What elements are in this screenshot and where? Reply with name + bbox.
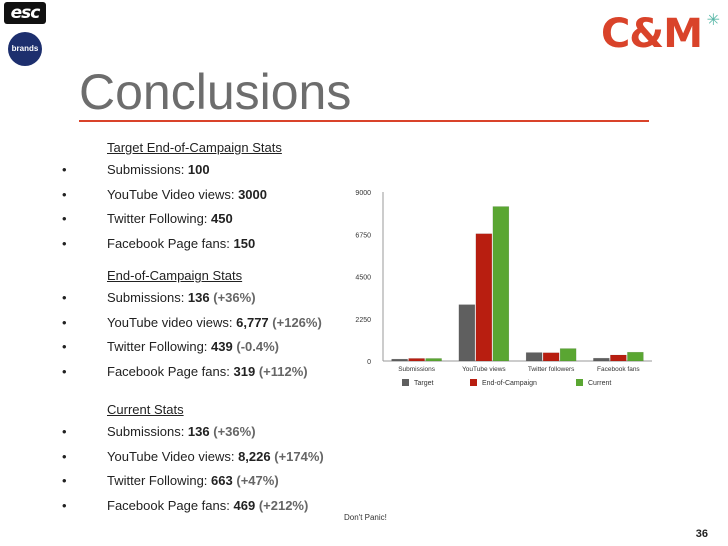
stat-item: • YouTube video views: 6,777 (+126%) (62, 315, 322, 330)
y-tick-label: 4500 (355, 275, 371, 282)
y-tick-label: 6750 (355, 232, 371, 239)
section-heading: Target End-of-Campaign Stats (107, 140, 282, 155)
x-tick-label: Facebook fans (597, 366, 640, 373)
stat-change: (+36%) (213, 424, 256, 439)
stat-label: Facebook Page fans: (107, 363, 234, 379)
stat-item: • Facebook Page fans: 319 (+112%) (62, 364, 308, 379)
esc-logo: esc (4, 2, 46, 24)
stat-item: • Submissions: 136 (+36%) (62, 424, 256, 439)
stat-label: Submissions: (107, 290, 188, 305)
stat-label: YouTube Video views: (107, 448, 239, 464)
bullet-icon: • (62, 448, 67, 464)
stat-label: Submissions: (107, 162, 188, 177)
stat-change: (+174%) (274, 448, 324, 464)
bar (542, 352, 560, 362)
stat-label: YouTube video views: (107, 314, 237, 330)
bullet-icon: • (62, 290, 67, 305)
bullet-icon: • (62, 497, 67, 513)
page-number: 36 (695, 528, 708, 540)
x-tick-label: Submissions (398, 366, 436, 373)
stat-value: 3000 (238, 186, 267, 202)
stat-item: • Twitter Following: 663 (+47%) (62, 473, 279, 488)
legend-swatch (576, 379, 583, 386)
bar (458, 304, 476, 362)
stat-item: • Submissions: 100 (62, 162, 210, 177)
bar (391, 358, 408, 362)
stat-value: 8,226 (238, 448, 271, 464)
bar (425, 358, 442, 362)
stat-change: (+47%) (236, 473, 279, 488)
stat-item: • Submissions: 136 (+36%) (62, 290, 256, 305)
bar (610, 354, 627, 362)
stat-label: Twitter Following: (107, 211, 212, 226)
x-tick-label: YouTube views (462, 366, 506, 373)
y-tick-label: 2250 (355, 317, 371, 324)
bar (627, 351, 644, 362)
legend-label: End-of-Campaign (482, 380, 537, 387)
legend-label: Current (588, 380, 611, 387)
y-tick-label: 9000 (355, 190, 371, 197)
cm-logo: C&M (600, 11, 703, 57)
stat-label: Twitter Following: (107, 473, 212, 488)
bar (559, 348, 577, 362)
stat-value: 136 (187, 290, 210, 305)
stat-change: (-0.4%) (236, 339, 279, 354)
bullet-icon: • (62, 211, 67, 226)
title-divider (79, 120, 649, 122)
stat-label: YouTube Video views: (107, 186, 239, 202)
stat-item: • Twitter Following: 439 (-0.4%) (62, 339, 279, 354)
page-title: Conclusions (79, 64, 352, 120)
stat-label: Facebook Page fans: (107, 235, 234, 251)
stat-value: 450 (211, 211, 233, 226)
stat-item: • YouTube Video views: 3000 (62, 187, 267, 202)
cm-logo-star-icon: ✳ (706, 12, 720, 29)
stat-change: (+126%) (272, 314, 322, 330)
stat-change: (+212%) (258, 497, 309, 513)
stat-item: • Facebook Page fans: 150 (62, 236, 255, 251)
brands-logo: brands (8, 32, 42, 66)
bar (525, 352, 543, 362)
section-heading: Current Stats (107, 402, 184, 417)
bullet-icon: • (62, 186, 67, 202)
legend-swatch (470, 379, 477, 386)
stat-value: 136 (187, 424, 210, 439)
stat-value: 150 (233, 235, 256, 251)
stat-value: 319 (233, 363, 256, 379)
bullet-icon: • (62, 473, 67, 488)
stat-label: Submissions: (107, 424, 188, 439)
footnote: Don't Panic! (344, 513, 387, 522)
stat-value: 469 (233, 497, 256, 513)
bullet-icon: • (62, 363, 67, 379)
stat-value: 663 (211, 473, 233, 488)
stat-value: 100 (187, 162, 210, 177)
legend-label: Target (414, 380, 434, 387)
bullet-icon: • (62, 235, 67, 251)
bar (593, 357, 610, 362)
bar (475, 233, 493, 362)
stats-bar-chart: 0 2250 4500 6750 9000 Submissions YouTube view… (355, 190, 652, 387)
x-tick-label: Twitter followers (528, 366, 575, 373)
stat-item: • YouTube Video views: 8,226 (+174%) (62, 449, 324, 464)
bar (492, 206, 510, 362)
bar (408, 358, 425, 362)
bullet-icon: • (62, 162, 67, 177)
stat-value: 6,777 (236, 314, 269, 330)
stat-item: • Twitter Following: 450 (62, 211, 233, 226)
y-tick-label: 0 (367, 359, 371, 366)
stat-change: (+112%) (258, 363, 308, 379)
bullet-icon: • (62, 424, 67, 439)
bullet-icon: • (62, 314, 67, 330)
stat-label: Twitter Following: (107, 339, 212, 354)
stat-change: (+36%) (213, 290, 256, 305)
bullet-icon: • (62, 339, 67, 354)
stat-item: • Facebook Page fans: 469 (+212%) (62, 498, 308, 513)
stat-value: 439 (211, 339, 233, 354)
stat-label: Facebook Page fans: (107, 497, 234, 513)
section-heading: End-of-Campaign Stats (107, 268, 243, 283)
legend-swatch (402, 379, 409, 386)
